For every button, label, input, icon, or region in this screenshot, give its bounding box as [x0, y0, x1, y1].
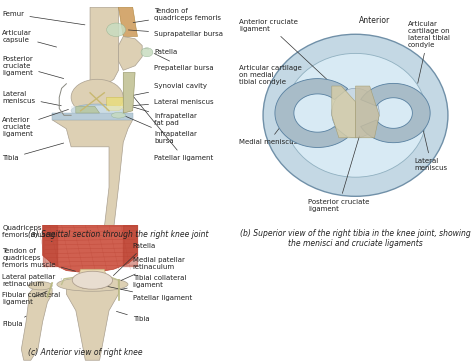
Ellipse shape: [284, 53, 427, 177]
Ellipse shape: [141, 48, 153, 57]
Polygon shape: [123, 73, 135, 113]
Text: Anterior: Anterior: [359, 16, 390, 25]
Polygon shape: [275, 79, 348, 147]
Ellipse shape: [71, 79, 123, 115]
Text: Tibial collateral
ligament: Tibial collateral ligament: [121, 275, 186, 289]
Polygon shape: [332, 86, 356, 138]
Polygon shape: [356, 86, 379, 138]
Text: Lateral meniscus: Lateral meniscus: [126, 99, 214, 106]
Text: Articular cartilage
on medial
tibial condyle: Articular cartilage on medial tibial con…: [239, 65, 306, 96]
Text: Patella: Patella: [113, 243, 156, 276]
Text: Quadriceps
femoris muscle: Quadriceps femoris muscle: [2, 225, 56, 242]
Text: Patellar ligament: Patellar ligament: [132, 95, 213, 161]
Text: Lateral patellar
retinaculum: Lateral patellar retinaculum: [2, 274, 61, 287]
Polygon shape: [90, 7, 118, 93]
Text: Tibia: Tibia: [117, 311, 149, 322]
Polygon shape: [52, 120, 133, 228]
Ellipse shape: [71, 104, 123, 118]
Text: Articular
cartilage on
lateral tibial
condyle: Articular cartilage on lateral tibial co…: [408, 21, 450, 83]
Text: (c) Anterior view of right knee: (c) Anterior view of right knee: [28, 348, 143, 357]
Polygon shape: [21, 289, 52, 360]
Ellipse shape: [28, 282, 52, 290]
Polygon shape: [66, 289, 118, 360]
Polygon shape: [43, 225, 137, 273]
Ellipse shape: [111, 113, 126, 118]
Text: Anterior
cruciate
ligament: Anterior cruciate ligament: [2, 109, 68, 136]
Text: Lateral
meniscus: Lateral meniscus: [415, 127, 448, 171]
Text: Medial meniscus: Medial meniscus: [239, 118, 298, 145]
Polygon shape: [76, 106, 100, 113]
Text: Posterior cruciate
ligament: Posterior cruciate ligament: [308, 136, 369, 212]
Polygon shape: [52, 113, 133, 120]
Text: Articular
capsule: Articular capsule: [2, 30, 56, 47]
Polygon shape: [107, 97, 126, 111]
Polygon shape: [78, 269, 107, 283]
Text: Synovial cavity: Synovial cavity: [126, 83, 207, 97]
Polygon shape: [118, 37, 142, 70]
Text: Femur: Femur: [2, 11, 85, 25]
Text: Tendon of
quadriceps
femoris muscle: Tendon of quadriceps femoris muscle: [2, 248, 75, 271]
Text: Infrapatellar
bursa: Infrapatellar bursa: [126, 117, 197, 144]
Polygon shape: [118, 7, 137, 37]
Text: Tibia: Tibia: [2, 143, 64, 161]
Text: Anterior cruciate
ligament: Anterior cruciate ligament: [239, 19, 339, 91]
Text: Medial patellar
retinaculum: Medial patellar retinaculum: [121, 257, 184, 281]
Polygon shape: [81, 280, 104, 289]
Text: Tendon of
quadriceps femoris: Tendon of quadriceps femoris: [133, 8, 221, 23]
Ellipse shape: [72, 271, 113, 289]
Text: Patellar ligament: Patellar ligament: [107, 286, 192, 301]
Ellipse shape: [263, 34, 448, 196]
Ellipse shape: [57, 277, 128, 291]
Text: Infrapatellar
fat pad: Infrapatellar fat pad: [126, 105, 197, 126]
Text: Prepatellar bursa: Prepatellar bursa: [154, 53, 214, 71]
Text: Suprapatellar bursa: Suprapatellar bursa: [128, 30, 223, 37]
Ellipse shape: [332, 88, 379, 138]
Text: Lateral
meniscus: Lateral meniscus: [2, 91, 61, 106]
Text: Fibular collateral
ligament: Fibular collateral ligament: [2, 291, 61, 305]
Text: Patella: Patella: [145, 48, 177, 55]
Text: Fibula: Fibula: [2, 316, 26, 327]
Text: (a) Sagittal section through the right knee joint: (a) Sagittal section through the right k…: [28, 230, 209, 239]
Polygon shape: [71, 106, 123, 113]
Polygon shape: [361, 83, 430, 143]
Ellipse shape: [107, 23, 126, 37]
Text: Posterior
cruciate
ligament: Posterior cruciate ligament: [2, 56, 64, 78]
Text: (b) Superior view of the right tibia in the knee joint, showing
the menisci and : (b) Superior view of the right tibia in …: [240, 229, 471, 248]
